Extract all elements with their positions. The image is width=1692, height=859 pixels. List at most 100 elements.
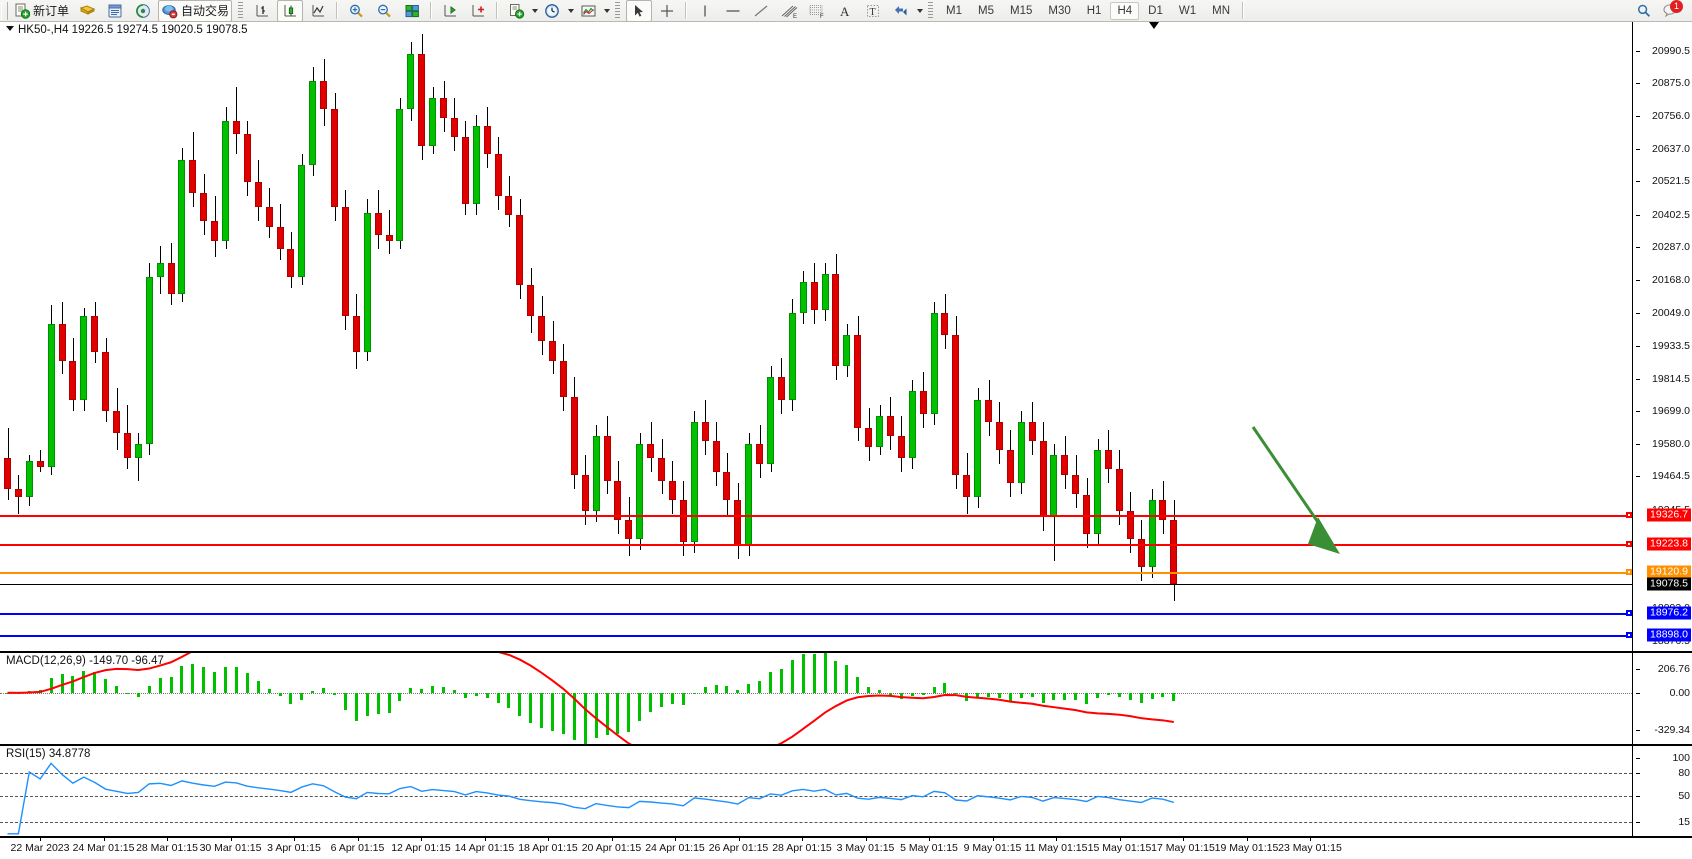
price-axis[interactable]: 20990.5 20875.0 20756.0 20637.0 20521.5 20402…	[1633, 22, 1692, 651]
line-chart-button[interactable]	[305, 0, 331, 22]
auto-trading-button[interactable]: 自动交易	[158, 0, 233, 22]
price-level-line[interactable]	[0, 584, 1632, 586]
cursor-tool-button[interactable]	[626, 0, 653, 22]
macd-histogram-bar	[409, 688, 413, 693]
price-level-label[interactable]: 19120.9	[1647, 565, 1691, 579]
price-level-label[interactable]: 19223.8	[1647, 537, 1691, 551]
time-axis[interactable]: 22 Mar 2023 24 Mar 01:15 28 Mar 01:15 30 Ma…	[0, 837, 1692, 859]
candlestick-chart-button[interactable]	[277, 0, 304, 22]
rsi-gridline	[0, 773, 1632, 774]
price-level-line[interactable]	[0, 634, 1632, 637]
macd-histogram-bar	[1052, 692, 1056, 701]
price-plot[interactable]	[0, 22, 1633, 651]
timeframe-m1[interactable]: M1	[946, 4, 963, 17]
period-dropdown-caret[interactable]	[568, 8, 575, 13]
toolbar-separator-dots-2	[615, 2, 621, 19]
text-tool-button[interactable]: A	[832, 0, 858, 22]
zoom-in-button[interactable]	[343, 0, 369, 22]
indicators-dropdown-caret[interactable]	[532, 8, 539, 13]
macd-histogram-bar	[899, 692, 903, 699]
candle-body	[385, 234, 393, 241]
timeframe-m15[interactable]: M15	[1010, 4, 1033, 17]
shapes-dropdown-caret[interactable]	[917, 8, 924, 13]
time-axis-tick	[675, 838, 676, 841]
templates-button[interactable]	[575, 0, 601, 22]
timeframe-mn[interactable]: MN	[1212, 4, 1230, 17]
price-level-handle[interactable]	[1626, 511, 1632, 518]
search-button[interactable]	[1631, 0, 1657, 22]
candle-body	[494, 154, 502, 196]
trendline-tool-button[interactable]	[748, 0, 774, 22]
price-level-handle[interactable]	[1626, 569, 1632, 576]
notifications-button[interactable]: 1	[1659, 0, 1685, 22]
candle-body	[952, 335, 960, 475]
navigator-button[interactable]	[130, 0, 156, 22]
arrows-shapes-icon	[895, 5, 907, 15]
rsi-axis-label: 80	[1678, 767, 1690, 779]
candle-body	[974, 399, 982, 498]
macd-pane[interactable]: 206.76 0.00 -329.34 MACD(12,26,9) -149.70 …	[0, 652, 1692, 745]
candle-body	[47, 324, 55, 467]
crosshair-tool-button[interactable]	[654, 0, 680, 22]
price-level-line[interactable]	[0, 514, 1632, 517]
shapes-tool-button[interactable]	[888, 0, 914, 22]
svg-text:F: F	[820, 14, 824, 19]
price-level-handle[interactable]	[1626, 631, 1632, 638]
candle-body	[14, 488, 22, 498]
price-axis-label: 20756.0	[1652, 110, 1690, 123]
price-level-handle[interactable]	[1626, 609, 1632, 616]
time-axis-label: 15 May 01:15	[1087, 842, 1152, 854]
toolbar-grip[interactable]	[1, 1, 8, 20]
tile-windows-button[interactable]	[399, 0, 425, 22]
macd-plot[interactable]	[0, 653, 1633, 744]
macd-histogram-bar	[136, 692, 140, 698]
macd-signal-line	[7, 653, 1174, 744]
time-axis-label: 9 May 01:15	[963, 842, 1022, 854]
time-axis-label: 23 May 01:15	[1278, 842, 1342, 854]
equidistant-channel-button[interactable]: E	[776, 0, 802, 22]
rsi-plot[interactable]	[0, 746, 1633, 836]
fibonacci-tool-button[interactable]: F	[804, 0, 830, 22]
price-level-label[interactable]: 19326.7	[1647, 508, 1691, 522]
auto-scroll-button[interactable]	[465, 0, 491, 22]
timeframe-m30[interactable]: M30	[1048, 4, 1071, 17]
candle-body	[679, 500, 687, 542]
horizontal-line-tool-button[interactable]	[720, 0, 746, 22]
data-window-button[interactable]	[74, 0, 100, 22]
candle-body	[1170, 519, 1178, 585]
bar-chart-button[interactable]	[249, 0, 275, 22]
period-button[interactable]	[539, 0, 565, 22]
price-level-label[interactable]: 19078.5	[1647, 577, 1691, 591]
price-level-handle[interactable]	[1626, 540, 1632, 547]
price-level-line[interactable]	[0, 612, 1632, 615]
text-label-tool-button[interactable]: T	[860, 0, 886, 22]
price-axis-tick	[1636, 50, 1640, 52]
macd-histogram-bar	[769, 672, 772, 693]
candle-body	[581, 474, 589, 512]
new-order-button[interactable]: 新订单	[11, 0, 72, 22]
price-level-label[interactable]: 18976.2	[1647, 606, 1691, 620]
time-axis-tick	[1119, 838, 1121, 841]
candle-body	[1137, 539, 1145, 568]
timeframe-h4[interactable]: H4	[1110, 1, 1140, 20]
terminal-button[interactable]	[102, 0, 128, 22]
price-level-line[interactable]	[0, 543, 1632, 546]
timeframe-m5[interactable]: M5	[978, 4, 994, 17]
price-level-line[interactable]	[0, 572, 1632, 575]
templates-dropdown-caret[interactable]	[604, 8, 611, 13]
rsi-pane[interactable]: 100 80 50 15 RSI(15) 34.8778	[0, 745, 1692, 837]
zoom-out-button[interactable]	[371, 0, 397, 22]
chart-shift-button[interactable]	[437, 0, 463, 22]
timeframe-w1[interactable]: W1	[1178, 4, 1197, 17]
price-pane[interactable]: 20990.5 20875.0 20756.0 20637.0 20521.5 20402…	[0, 22, 1692, 652]
timeframe-d1[interactable]: D1	[1148, 4, 1163, 17]
timeframe-h1[interactable]: H1	[1086, 4, 1102, 17]
chart-menu-caret[interactable]	[6, 26, 14, 31]
tile-windows-icon	[405, 4, 419, 17]
vertical-line-tool-button[interactable]	[692, 0, 718, 22]
price-axis-label: 20990.5	[1652, 44, 1690, 57]
price-level-label[interactable]: 18898.0	[1647, 628, 1691, 642]
chart-area[interactable]: 20990.5 20875.0 20756.0 20637.0 20521.5 20402…	[0, 22, 1692, 859]
indicators-button[interactable]	[503, 0, 529, 22]
